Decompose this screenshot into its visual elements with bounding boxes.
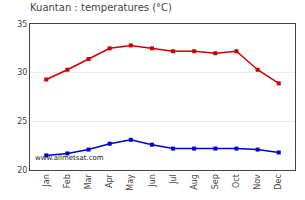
svg-text:Feb: Feb	[63, 174, 72, 188]
svg-text:Jul: Jul	[169, 174, 178, 185]
svg-text:Apr: Apr	[105, 173, 114, 188]
svg-text:Aug: Aug	[190, 174, 199, 190]
svg-text:Oct: Oct	[232, 174, 241, 188]
svg-text:Nov: Nov	[253, 174, 262, 190]
svg-text:Mar: Mar	[84, 173, 93, 189]
svg-text:20: 20	[17, 166, 27, 175]
svg-text:Kuantan : temperatures (°C): Kuantan : temperatures (°C)	[30, 2, 172, 13]
svg-text:Jan: Jan	[42, 174, 51, 187]
svg-text:Dec: Dec	[274, 174, 283, 189]
svg-text:35: 35	[17, 20, 27, 29]
svg-text:May: May	[126, 174, 135, 191]
svg-text:Jun: Jun	[148, 174, 157, 188]
svg-text:30: 30	[17, 68, 27, 77]
svg-text:www.allmetsat.com: www.allmetsat.com	[35, 154, 104, 162]
svg-text:Sep: Sep	[211, 174, 220, 189]
svg-text:25: 25	[17, 117, 27, 126]
